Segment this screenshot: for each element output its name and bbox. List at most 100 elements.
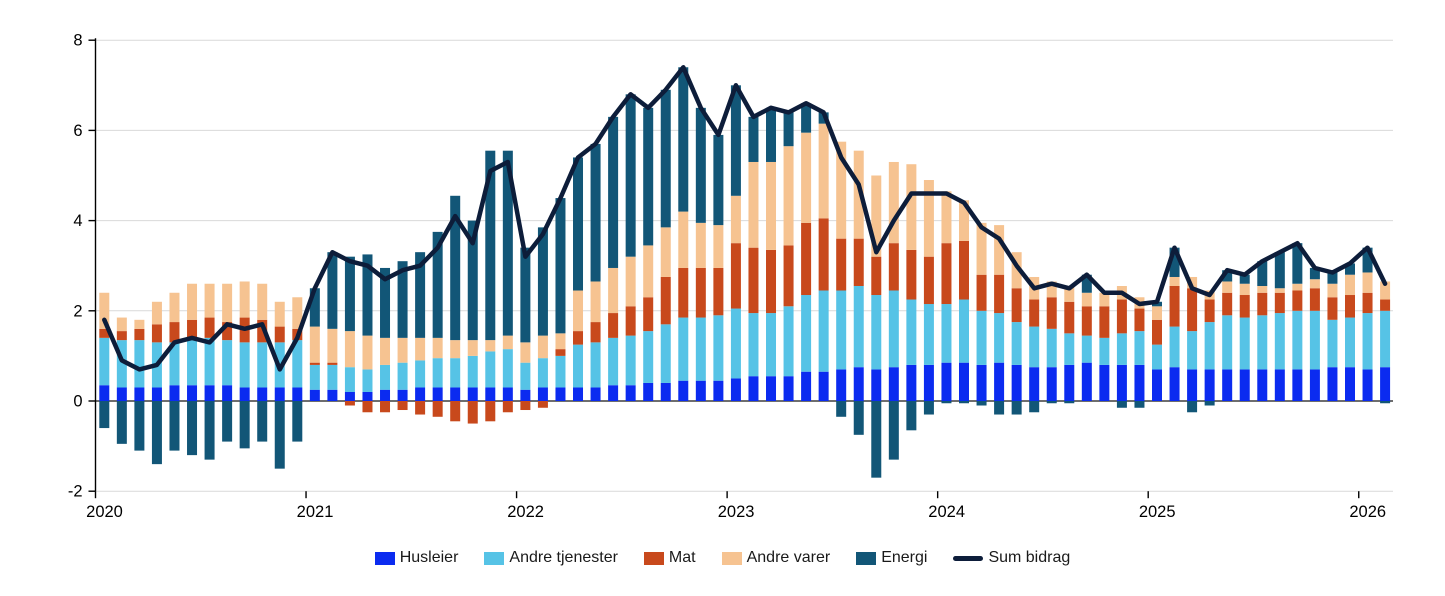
- bar-segment-mat: [380, 401, 391, 413]
- bar-segment-mat: [432, 401, 443, 417]
- bar-segment-husleier: [1274, 369, 1285, 401]
- bar-segment-husleier: [169, 385, 180, 401]
- bar-segment-andre-tjenester: [555, 355, 566, 388]
- bar-segment-andre-tjenester: [994, 313, 1005, 363]
- bar-segment-andre-varer: [713, 225, 724, 268]
- x-tick-label: 2022: [507, 503, 544, 521]
- bar-segment-energi: [1116, 401, 1127, 408]
- bar-segment-andre-tjenester: [976, 310, 987, 365]
- bar-segment-andre-varer: [309, 326, 320, 363]
- bar-segment-andre-varer: [274, 301, 285, 327]
- bar-segment-mat: [450, 401, 461, 422]
- bar-segment-andre-tjenester: [450, 358, 461, 388]
- bar-segment-andre-tjenester: [1327, 319, 1338, 368]
- bar-segment-andre-varer: [976, 222, 987, 275]
- bar-segment-husleier: [1152, 369, 1162, 401]
- bar-segment-husleier: [485, 387, 496, 401]
- bar-segment-husleier: [573, 387, 584, 401]
- bar-segment-andre-varer: [888, 161, 899, 244]
- bar-segment-andre-tjenester: [906, 299, 917, 365]
- bar-segment-andre-varer: [1380, 281, 1391, 300]
- bar-segment-andre-varer: [1257, 286, 1268, 293]
- sum-line: [102, 65, 1388, 372]
- bar-segment-mat: [257, 319, 268, 343]
- bar-segment-mat: [643, 297, 654, 332]
- bar-segment-mat: [994, 274, 1005, 314]
- bar-segment-mat: [344, 401, 355, 406]
- bar-segment-andre-tjenester: [836, 290, 847, 370]
- bar-segment-mat: [801, 222, 812, 296]
- bar-segment-husleier: [1380, 367, 1391, 401]
- bar-segment-andre-varer: [766, 161, 777, 250]
- bar-segment-andre-tjenester: [660, 324, 671, 383]
- bar-segment-andre-varer: [941, 191, 952, 244]
- bar-segment-andre-varer: [1292, 283, 1303, 291]
- bar-segment-mat: [1064, 301, 1075, 334]
- bar-segment-husleier: [941, 362, 952, 401]
- bar-segment-andre-tjenester: [1152, 344, 1162, 370]
- bar-segment-husleier: [99, 385, 110, 401]
- bar-segment-energi: [1081, 274, 1092, 293]
- bar-segment-andre-tjenester: [169, 342, 180, 386]
- bar-segment-energi: [169, 401, 180, 451]
- bar-segment-mat: [1011, 288, 1022, 323]
- bar-segment-energi: [695, 107, 706, 223]
- bar-segment-mat: [116, 331, 127, 341]
- bar-segment-andre-varer: [1064, 286, 1075, 302]
- bar-segment-husleier: [818, 371, 829, 401]
- bar-segment-husleier: [625, 385, 636, 401]
- bar-segment-mat: [1327, 297, 1338, 320]
- bar-segment-andre-varer: [836, 141, 847, 239]
- bar-segment-husleier: [555, 387, 566, 401]
- bar-segment-energi: [555, 198, 566, 334]
- bar-segment-husleier: [415, 387, 426, 401]
- bar-segment-andre-varer: [748, 161, 759, 248]
- bar-segment-husleier: [994, 362, 1005, 401]
- y-tick-label: 4: [73, 212, 82, 230]
- bar-segment-andre-tjenester: [1362, 313, 1373, 370]
- bar-segment-husleier: [590, 387, 601, 401]
- chart-legend: Husleier Andre tjenester Mat Andre varer Ene…: [0, 549, 1445, 567]
- bar-segment-energi: [590, 143, 601, 282]
- bar-segment-energi: [397, 261, 408, 338]
- bar-segment-mat: [502, 401, 513, 413]
- bar-segment-andre-varer: [1222, 281, 1233, 293]
- y-tick-label: 6: [73, 122, 82, 140]
- bar-segment-energi: [1222, 270, 1233, 282]
- bar-segment-husleier: [1029, 367, 1040, 401]
- bar-segment-andre-tjenester: [327, 364, 338, 390]
- bar-segment-husleier: [1011, 364, 1022, 401]
- bar-segment-andre-varer: [590, 281, 601, 323]
- bar-segment-andre-tjenester: [204, 337, 215, 386]
- bar-segment-energi: [783, 112, 794, 147]
- bar-segment-andre-tjenester: [134, 340, 145, 388]
- bar-segment-husleier: [888, 367, 899, 401]
- bar-segment-husleier: [537, 387, 548, 401]
- bar-segment-husleier: [660, 382, 671, 401]
- bar-segment-energi: [801, 103, 812, 133]
- bar-segment-energi: [608, 116, 619, 268]
- bar-segment-husleier: [1239, 369, 1250, 401]
- bar-segment-husleier: [1134, 364, 1145, 401]
- bar-segment-husleier: [1081, 362, 1092, 401]
- bar-segment-andre-tjenester: [520, 362, 531, 390]
- bar-segment-andre-varer: [643, 245, 654, 298]
- bar-segment-mat: [555, 349, 566, 356]
- legend-item-andre-tjenester: Andre tjenester: [484, 549, 618, 567]
- bar-segment-andre-tjenester: [99, 337, 110, 386]
- bar-segment-mat: [871, 256, 882, 296]
- bar-segment-andre-tjenester: [853, 286, 864, 368]
- bar-segment-energi: [730, 85, 741, 196]
- bar-segment-andre-varer: [783, 146, 794, 246]
- bar-segment-andre-tjenester: [1274, 313, 1285, 370]
- bar-segment-husleier: [1099, 364, 1110, 401]
- bar-segment-andre-tjenester: [187, 340, 198, 386]
- bar-segment-mat: [327, 362, 338, 365]
- bar-segment-energi: [1327, 272, 1338, 284]
- bar-segment-husleier: [1116, 364, 1127, 401]
- bar-segment-andre-tjenester: [748, 313, 759, 377]
- x-tick-label: 2026: [1349, 503, 1386, 521]
- legend-item-andre-varer: Andre varer: [721, 549, 830, 567]
- bar-segment-andre-varer: [537, 335, 548, 359]
